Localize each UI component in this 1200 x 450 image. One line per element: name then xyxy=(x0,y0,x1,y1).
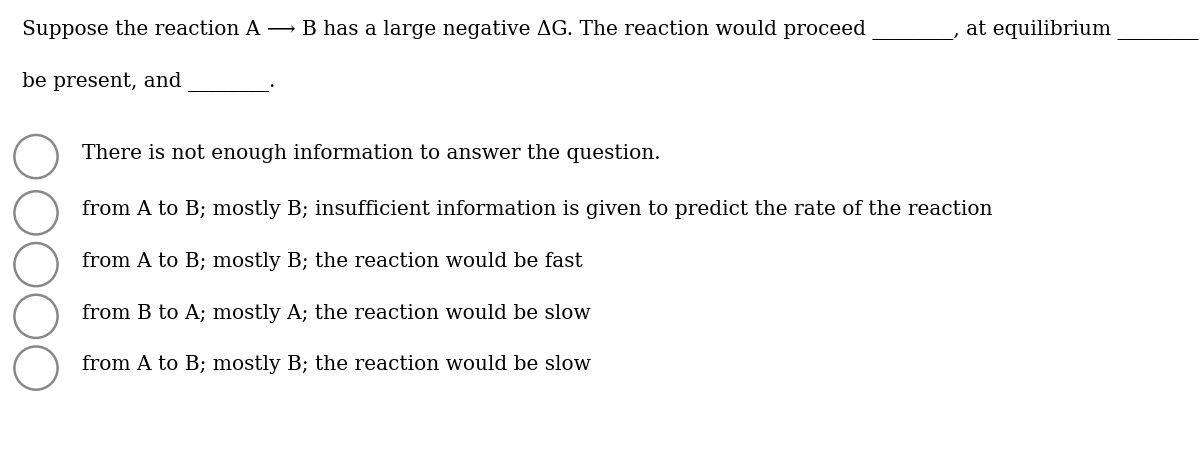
Ellipse shape xyxy=(14,346,58,390)
Ellipse shape xyxy=(14,243,58,286)
Text: Suppose the reaction A ⟶ B has a large negative ΔG. The reaction would proceed _: Suppose the reaction A ⟶ B has a large n… xyxy=(22,20,1200,40)
Text: be present, and ________.: be present, and ________. xyxy=(22,72,275,92)
Text: from B to A; mostly A; the reaction would be slow: from B to A; mostly A; the reaction woul… xyxy=(82,304,590,323)
Text: There is not enough information to answer the question.: There is not enough information to answe… xyxy=(82,144,660,163)
Text: from A to B; mostly B; insufficient information is given to predict the rate of : from A to B; mostly B; insufficient info… xyxy=(82,200,992,219)
Ellipse shape xyxy=(14,135,58,178)
Ellipse shape xyxy=(14,191,58,234)
Text: from A to B; mostly B; the reaction would be slow: from A to B; mostly B; the reaction woul… xyxy=(82,356,590,374)
Text: from A to B; mostly B; the reaction would be fast: from A to B; mostly B; the reaction woul… xyxy=(82,252,582,271)
Ellipse shape xyxy=(14,295,58,338)
